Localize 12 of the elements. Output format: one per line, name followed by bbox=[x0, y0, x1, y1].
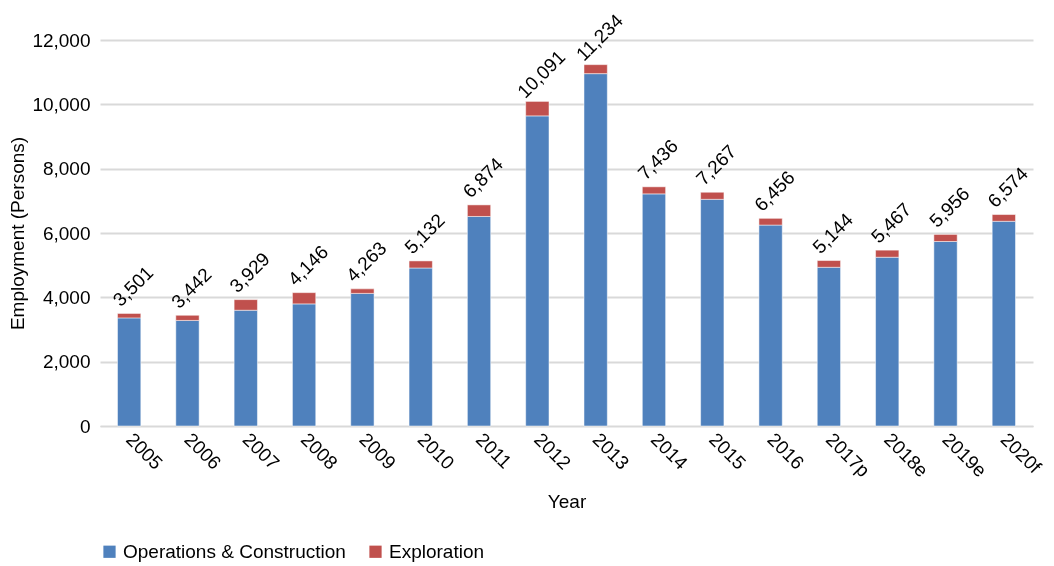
y-axis-title: Employment (Persons) bbox=[7, 136, 29, 331]
legend-label: Exploration bbox=[389, 540, 485, 562]
y-tick-label: 4,000 bbox=[42, 286, 91, 308]
x-axis-title: Year bbox=[547, 490, 587, 512]
y-tick-label: 2,000 bbox=[42, 351, 91, 373]
y-tick-label: 10,000 bbox=[32, 93, 91, 115]
y-tick-label: 6,000 bbox=[42, 222, 91, 244]
y-tick-label: 8,000 bbox=[42, 158, 91, 180]
bar bbox=[117, 317, 142, 427]
y-tick-label: 0 bbox=[79, 415, 91, 437]
legend-label: Operations & Construction bbox=[123, 540, 346, 562]
y-tick-label: 12,000 bbox=[32, 29, 91, 51]
